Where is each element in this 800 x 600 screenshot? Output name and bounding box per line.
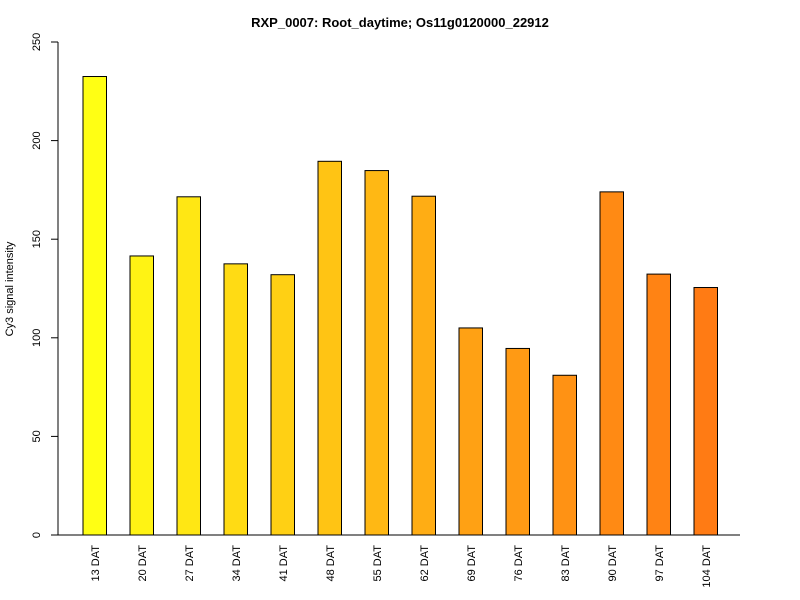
bar <box>82 76 107 536</box>
bar <box>176 196 201 536</box>
x-tick-label: 62 DAT <box>419 545 431 582</box>
x-tick-label: 27 DAT <box>184 545 196 582</box>
bar <box>505 347 530 536</box>
bar <box>411 195 436 536</box>
y-tick-label: 50 <box>31 430 43 442</box>
x-tick-label: 41 DAT <box>278 545 290 582</box>
x-tick-label: 20 DAT <box>137 545 149 582</box>
y-axis: 0 50 100 150 200 250 <box>31 33 59 538</box>
x-tick-label: 13 DAT <box>90 545 102 582</box>
y-tick-label: 200 <box>31 131 43 149</box>
x-tick-label: 48 DAT <box>325 545 337 582</box>
y-tick-label: 0 <box>31 532 43 538</box>
chart-title: RXP_0007: Root_daytime; Os11g0120000_229… <box>251 15 549 30</box>
bar <box>599 191 624 536</box>
y-tick-label: 100 <box>31 329 43 347</box>
bar <box>223 263 248 536</box>
x-tick-label: 90 DAT <box>607 545 619 582</box>
x-axis: 13 DAT 20 DAT 27 DAT 34 DAT 41 DAT 48 DAT 55 D… <box>58 534 740 588</box>
bars-group <box>82 76 718 536</box>
bar <box>458 327 483 536</box>
bar <box>693 287 718 536</box>
x-tick-label: 97 DAT <box>654 545 666 582</box>
x-tick-label: 76 DAT <box>513 545 525 582</box>
bar <box>317 160 342 536</box>
y-tick-label: 150 <box>31 230 43 248</box>
bar <box>364 170 389 536</box>
x-tick-label: 55 DAT <box>372 545 384 582</box>
bar <box>270 274 295 536</box>
bar <box>646 273 671 536</box>
x-tick-label: 69 DAT <box>466 545 478 582</box>
bar <box>129 255 154 536</box>
x-tick-label: 104 DAT <box>701 545 713 588</box>
bar <box>552 374 577 536</box>
x-tick-label: 34 DAT <box>231 545 243 582</box>
y-tick-label: 250 <box>31 33 43 51</box>
y-axis-label: Cy3 signal intensity <box>4 241 16 336</box>
x-tick-label: 83 DAT <box>560 545 572 582</box>
